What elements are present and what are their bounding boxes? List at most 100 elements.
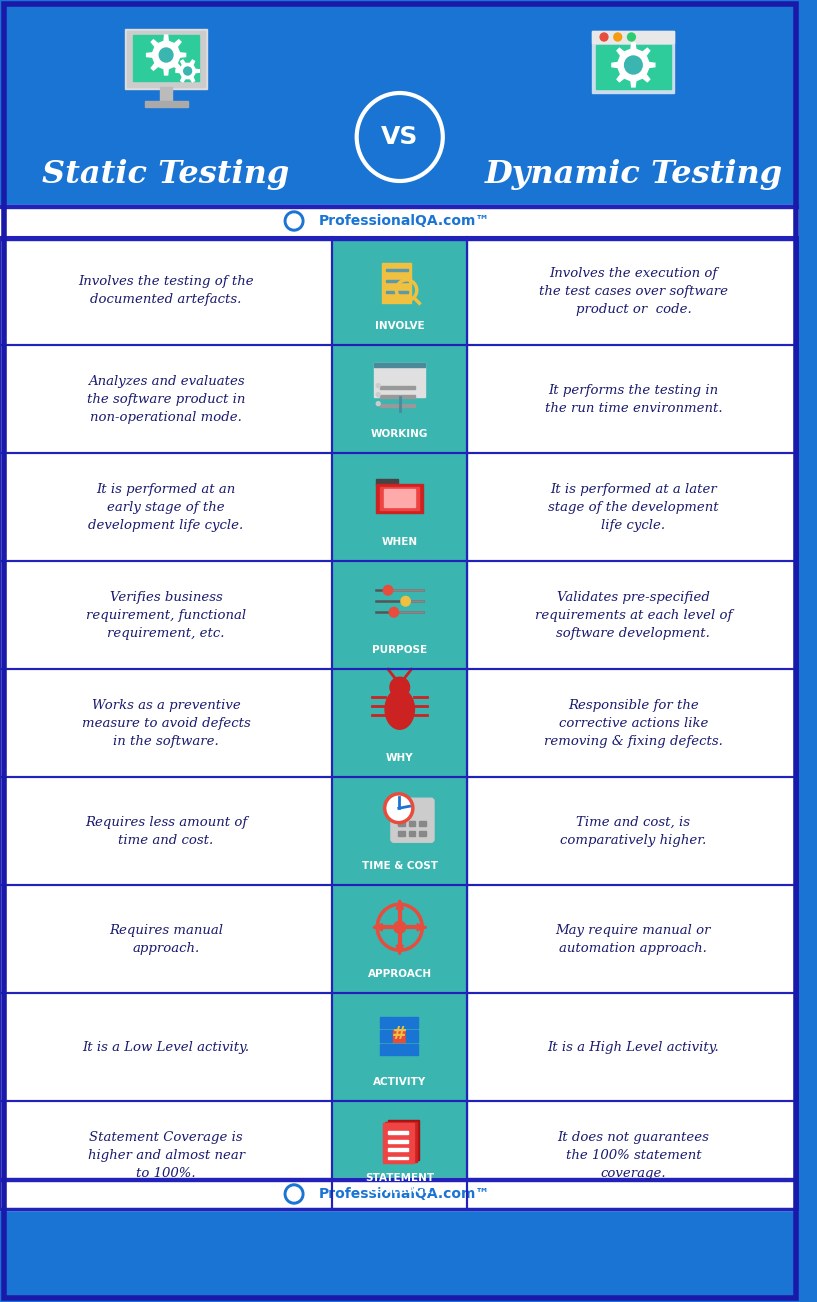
Circle shape	[394, 922, 405, 934]
Bar	[160, 87, 172, 103]
Bar	[333, 345, 467, 453]
Bar	[406, 1030, 417, 1042]
Bar	[408, 820, 415, 827]
Bar	[467, 345, 800, 453]
Bar	[374, 363, 425, 397]
Bar	[384, 490, 415, 508]
Bar	[467, 885, 800, 993]
Bar	[592, 31, 675, 92]
Circle shape	[624, 56, 642, 74]
Bar	[0, 885, 333, 993]
Bar	[592, 31, 675, 43]
Text: Responsible for the
corrective actions like
removing & fixing defects.: Responsible for the corrective actions l…	[544, 698, 723, 747]
Bar	[406, 1044, 417, 1055]
Bar	[333, 777, 467, 885]
Text: It performs the testing in
the run time environment.: It performs the testing in the run time …	[545, 384, 722, 414]
Bar	[393, 1017, 404, 1029]
Bar	[333, 237, 467, 345]
Bar	[467, 993, 800, 1101]
Bar	[380, 404, 415, 408]
FancyBboxPatch shape	[391, 798, 434, 842]
Bar	[333, 453, 467, 561]
Circle shape	[377, 384, 380, 388]
Text: #: #	[392, 1025, 408, 1043]
Bar	[388, 1148, 408, 1151]
Text: It does not guarantees
the 100% statement
coverage.: It does not guarantees the 100% statemen…	[557, 1130, 709, 1180]
Bar	[133, 35, 199, 81]
Text: WORKING: WORKING	[371, 428, 428, 439]
Circle shape	[288, 1187, 301, 1200]
Bar	[0, 777, 333, 885]
Bar	[0, 453, 333, 561]
Text: Involves the execution of
the test cases over software
product or  code.: Involves the execution of the test cases…	[539, 267, 728, 315]
Circle shape	[377, 401, 380, 406]
Polygon shape	[176, 60, 199, 82]
Text: WHEN: WHEN	[382, 536, 417, 547]
Bar	[333, 669, 467, 777]
Bar	[0, 237, 333, 345]
Bar	[0, 204, 800, 210]
Bar	[127, 31, 205, 87]
Bar	[380, 1044, 391, 1055]
Bar	[386, 290, 408, 293]
Circle shape	[600, 33, 608, 40]
Bar	[333, 885, 467, 993]
Circle shape	[614, 33, 622, 40]
Bar	[377, 484, 423, 513]
Circle shape	[401, 596, 410, 605]
Circle shape	[627, 33, 636, 40]
Bar	[398, 820, 404, 827]
Bar	[419, 831, 426, 836]
Bar	[380, 487, 419, 510]
Bar	[386, 268, 408, 271]
Bar	[333, 237, 467, 345]
Text: Analyzes and evaluates
the software product in
non-operational mode.: Analyzes and evaluates the software prod…	[87, 375, 245, 423]
Text: It is a High Level activity.: It is a High Level activity.	[547, 1040, 719, 1053]
Bar	[467, 453, 800, 561]
Bar	[393, 1030, 404, 1042]
Bar	[388, 1131, 408, 1134]
Bar	[125, 29, 208, 89]
Circle shape	[377, 393, 380, 397]
Text: It is performed at a later
stage of the development
life cycle.: It is performed at a later stage of the …	[548, 483, 719, 531]
Bar	[0, 993, 333, 1101]
Bar	[0, 993, 333, 1101]
Bar	[0, 237, 333, 345]
Bar	[467, 1101, 800, 1210]
Bar	[0, 1101, 333, 1210]
Bar	[333, 669, 467, 777]
Bar	[333, 561, 467, 669]
Text: Requires manual
approach.: Requires manual approach.	[109, 923, 223, 954]
Bar	[380, 1017, 391, 1029]
Bar	[333, 993, 467, 1101]
Bar	[0, 669, 333, 777]
Bar	[467, 561, 800, 669]
Bar	[0, 0, 800, 204]
Bar	[383, 1124, 414, 1163]
Circle shape	[357, 92, 443, 181]
Text: Requires less amount of
time and cost.: Requires less amount of time and cost.	[85, 815, 248, 846]
Polygon shape	[146, 35, 185, 76]
Bar	[333, 993, 467, 1101]
Bar	[386, 280, 408, 283]
Bar	[406, 1017, 417, 1029]
Text: It is a Low Level activity.: It is a Low Level activity.	[83, 1040, 250, 1053]
Bar	[467, 237, 800, 345]
Bar	[419, 820, 426, 827]
Text: WHY: WHY	[386, 753, 413, 763]
Circle shape	[184, 66, 191, 76]
Text: Dynamic Testing: Dynamic Testing	[484, 160, 783, 190]
Text: VS: VS	[381, 125, 418, 148]
Bar	[333, 345, 467, 453]
Bar	[386, 1121, 417, 1161]
Bar	[408, 831, 415, 836]
Bar	[467, 345, 800, 453]
Bar	[382, 263, 412, 303]
Text: It is performed at an
early stage of the
development life cycle.: It is performed at an early stage of the…	[88, 483, 243, 531]
Text: TIME & COST: TIME & COST	[362, 861, 438, 871]
Bar	[398, 831, 404, 836]
Bar	[380, 395, 415, 398]
Text: STATEMENT
COVERAGE: STATEMENT COVERAGE	[365, 1173, 435, 1195]
Bar	[333, 1101, 467, 1210]
Bar	[0, 1207, 800, 1210]
